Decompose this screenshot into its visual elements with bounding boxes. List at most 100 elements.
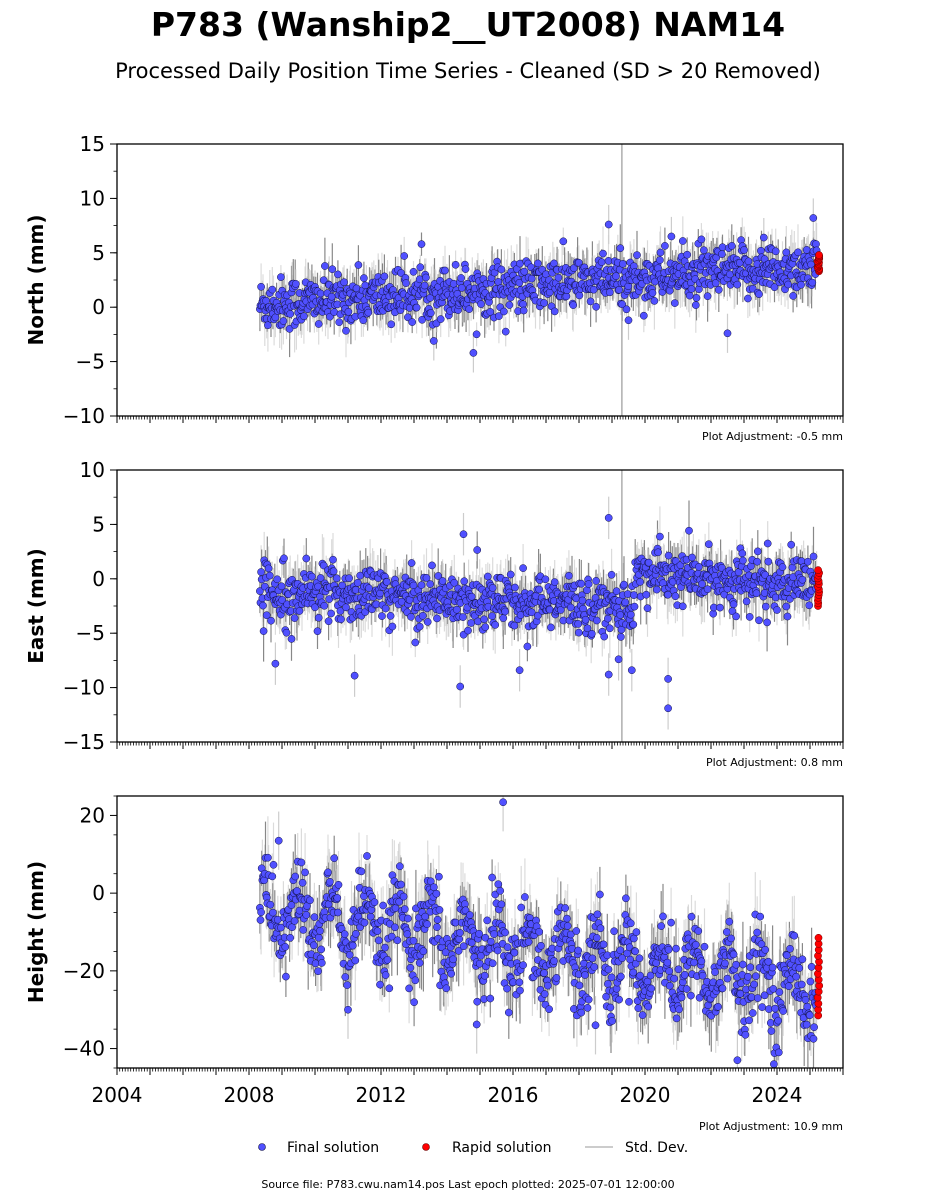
east-final-points xyxy=(256,514,821,713)
final-point xyxy=(412,303,421,312)
final-point xyxy=(700,246,708,255)
final-point xyxy=(740,246,748,254)
final-point xyxy=(747,562,755,570)
final-point xyxy=(329,567,338,576)
final-point xyxy=(744,294,752,303)
final-point xyxy=(620,580,628,589)
final-point xyxy=(360,274,368,282)
final-point xyxy=(376,589,384,598)
final-point xyxy=(511,583,519,592)
final-point xyxy=(450,578,459,587)
final-point xyxy=(664,675,672,683)
final-point xyxy=(457,284,466,292)
final-point xyxy=(691,301,700,309)
final-point xyxy=(763,539,772,548)
final-point xyxy=(656,248,665,257)
final-point xyxy=(654,264,662,273)
final-point xyxy=(461,265,470,273)
final-point xyxy=(583,624,592,633)
final-point xyxy=(550,578,559,586)
final-point xyxy=(643,604,652,613)
final-point xyxy=(809,552,818,561)
final-point xyxy=(683,250,692,259)
final-point xyxy=(541,575,550,584)
final-point xyxy=(510,621,519,630)
final-point xyxy=(742,597,751,606)
final-point xyxy=(456,682,465,691)
final-point xyxy=(316,574,325,582)
east-y-label: East (mm) xyxy=(24,548,48,664)
final-point xyxy=(271,659,280,668)
chart-title: P783 (Wanship2__UT2008) NAM14 xyxy=(151,5,785,44)
final-point xyxy=(314,582,322,591)
final-point xyxy=(633,251,641,259)
final-point xyxy=(381,604,390,613)
final-point xyxy=(459,530,468,539)
final-point xyxy=(417,581,426,589)
final-point xyxy=(314,613,323,622)
final-point xyxy=(382,578,391,586)
final-point xyxy=(365,584,373,593)
final-point xyxy=(745,613,754,621)
final-point xyxy=(664,551,673,560)
final-point xyxy=(486,308,495,316)
final-point xyxy=(501,327,510,336)
final-point xyxy=(581,615,590,624)
final-point xyxy=(703,292,712,301)
final-point xyxy=(687,285,696,293)
final-point xyxy=(428,561,436,570)
final-point xyxy=(617,633,625,641)
final-point xyxy=(418,315,426,324)
final-point xyxy=(422,273,430,282)
final-point xyxy=(423,618,432,626)
final-point xyxy=(469,349,478,357)
final-point xyxy=(278,596,287,604)
final-point xyxy=(648,289,657,297)
final-point xyxy=(587,629,596,638)
final-point xyxy=(438,577,447,585)
final-point xyxy=(501,607,509,616)
final-point xyxy=(773,606,781,614)
final-point xyxy=(499,614,508,622)
final-point xyxy=(627,666,636,675)
height-data xyxy=(256,796,824,1068)
final-point xyxy=(698,580,706,588)
final-point xyxy=(334,270,342,279)
final-point xyxy=(664,704,672,713)
final-point xyxy=(577,579,586,588)
final-point xyxy=(733,280,742,289)
final-point xyxy=(782,248,791,257)
final-point xyxy=(483,572,492,581)
final-point xyxy=(704,540,713,549)
final-point xyxy=(554,273,563,282)
final-point xyxy=(753,557,762,566)
final-point xyxy=(534,259,542,268)
final-point xyxy=(328,265,337,274)
final-point xyxy=(727,242,736,250)
final-point xyxy=(804,557,812,566)
final-point xyxy=(621,598,630,607)
final-point xyxy=(467,619,475,627)
final-point xyxy=(592,577,600,585)
final-point xyxy=(380,272,389,281)
final-point xyxy=(612,272,620,280)
final-point xyxy=(325,595,334,603)
final-point xyxy=(605,624,614,633)
final-point xyxy=(671,592,680,601)
final-point xyxy=(257,568,265,576)
north-rapid-points xyxy=(813,251,824,276)
final-point xyxy=(618,300,627,309)
final-point xyxy=(783,612,792,621)
final-point xyxy=(616,611,625,619)
y-tick-label: 15 xyxy=(80,132,105,156)
final-point xyxy=(798,575,807,584)
final-point xyxy=(397,269,405,277)
final-point xyxy=(644,558,653,567)
final-point xyxy=(556,606,565,614)
final-point xyxy=(630,602,639,611)
final-point xyxy=(324,617,333,626)
final-point xyxy=(665,286,674,295)
final-point xyxy=(295,607,304,615)
final-point xyxy=(808,278,817,287)
final-point xyxy=(592,616,601,625)
